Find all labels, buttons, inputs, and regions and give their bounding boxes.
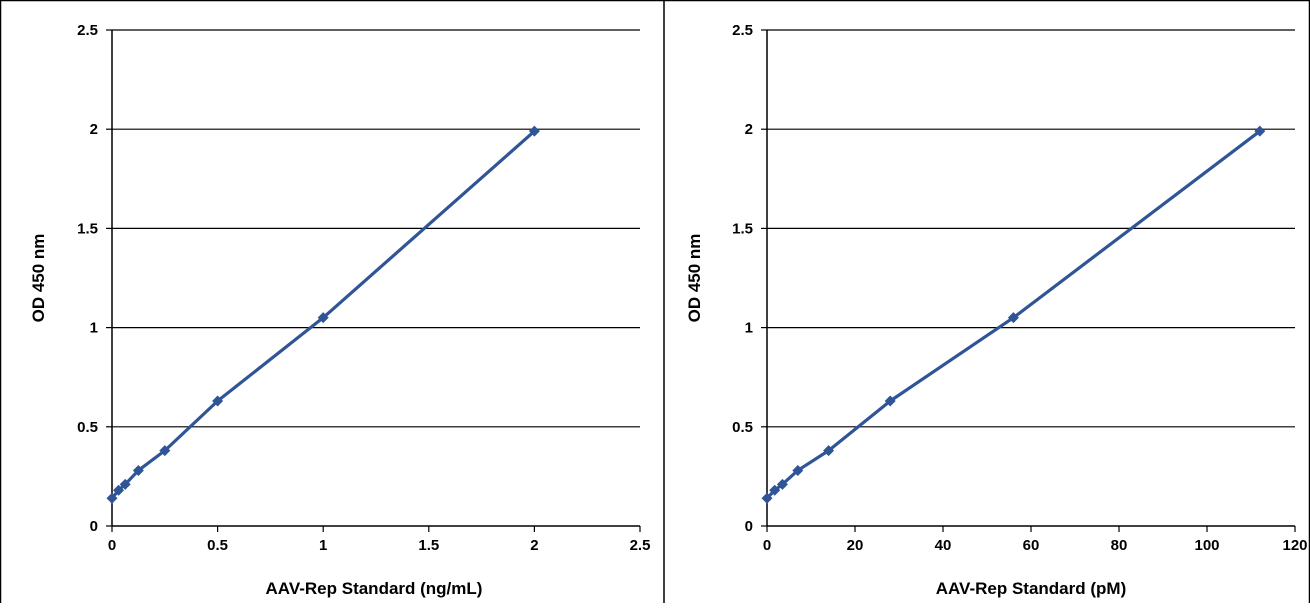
data-point-marker [159, 445, 171, 457]
y-tick-label: 0 [90, 518, 98, 535]
x-tick-label: 2 [530, 537, 538, 554]
data-point-marker [113, 484, 125, 496]
y-tick-label: 1 [90, 320, 98, 337]
y-tick-label: 1 [745, 320, 753, 337]
y-axis-title: OD 450 nm [685, 234, 704, 323]
x-tick-label: 1 [319, 537, 327, 554]
y-tick-label: 1.5 [77, 220, 98, 237]
data-point-marker [823, 445, 835, 457]
y-tick-label: 0.5 [732, 419, 753, 436]
x-tick-label: 0 [108, 537, 116, 554]
data-point-marker [212, 395, 224, 407]
data-point-marker [317, 312, 329, 324]
y-tick-label: 2 [90, 121, 98, 138]
y-tick-label: 2 [745, 121, 753, 138]
x-tick-label: 1.5 [418, 537, 439, 554]
data-point-marker [106, 492, 118, 504]
x-tick-label: 60 [1023, 537, 1040, 554]
x-axis-title: AAV-Rep Standard (ng/mL) [266, 579, 483, 598]
y-tick-label: 2.5 [77, 22, 98, 39]
y-tick-label: 0.5 [77, 419, 98, 436]
data-point-marker [132, 464, 144, 476]
x-tick-label: 0.5 [207, 537, 228, 554]
data-point-marker [769, 484, 781, 496]
chart-panel-right: AAV-Rep Standard (pM) OD 450 nm 0 0.5 1 1.5… [685, 22, 1308, 598]
data-point-marker [119, 478, 131, 490]
y-axis-title: OD 450 nm [29, 234, 48, 323]
y-tick-label: 0 [745, 518, 753, 535]
y-tick-label: 1.5 [732, 220, 753, 237]
x-tick-label: 40 [935, 537, 952, 554]
chart-panel-left: AAV-Rep Standard (ng/mL) OD 450 nm 0 0.5 1… [29, 22, 650, 598]
x-tick-label: 2.5 [630, 537, 651, 554]
data-point-marker [776, 478, 788, 490]
x-axis-title: AAV-Rep Standard (pM) [936, 579, 1126, 598]
x-tick-label: 120 [1282, 537, 1307, 554]
data-point-marker [792, 464, 804, 476]
x-tick-label: 0 [763, 537, 771, 554]
data-point-marker [761, 492, 773, 504]
data-point-marker [528, 125, 540, 137]
x-tick-label: 100 [1194, 537, 1219, 554]
x-tick-label: 80 [1111, 537, 1128, 554]
data-point-marker [1254, 125, 1266, 137]
data-point-marker [1007, 312, 1019, 324]
data-point-marker [884, 395, 896, 407]
x-tick-label: 20 [847, 537, 864, 554]
y-tick-label: 2.5 [732, 22, 753, 39]
